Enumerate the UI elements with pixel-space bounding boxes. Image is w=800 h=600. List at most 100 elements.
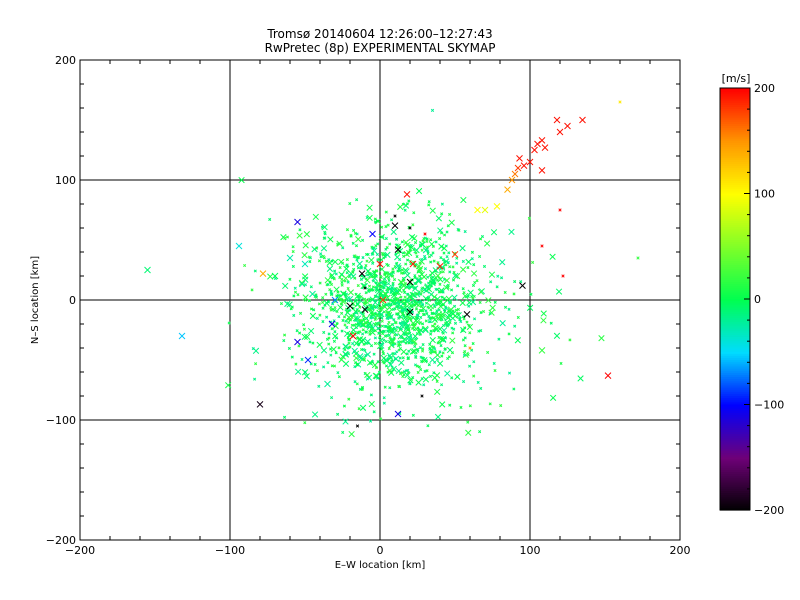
scatter-point-small (493, 300, 497, 304)
scatter-point-small (366, 341, 370, 345)
scatter-point-small (400, 268, 405, 272)
scatter-point-large (431, 316, 438, 323)
x-tick-label: 100 (520, 544, 541, 557)
scatter-point-small (420, 394, 424, 398)
scatter-point-small (457, 228, 461, 232)
scatter-point-small (337, 346, 341, 350)
scatter-point-small (462, 353, 467, 357)
scatter-point-large (434, 272, 442, 279)
scatter-point-small (471, 341, 475, 346)
scatter-point-large (358, 270, 366, 277)
scatter-point-large (347, 289, 354, 296)
scatter-point-small (293, 290, 298, 294)
scatter-point-small (456, 307, 460, 312)
scatter-point-small (403, 295, 407, 299)
scatter-point-small (527, 216, 531, 220)
scatter-point-small (513, 324, 517, 328)
scatter-point-small (382, 256, 386, 260)
scatter-point-small (414, 307, 419, 311)
scatter-point-large (516, 155, 523, 162)
scatter-point-small (433, 322, 437, 326)
scatter-point-small (331, 302, 335, 306)
scatter-point-small (377, 370, 382, 374)
scatter-point-small (328, 280, 332, 284)
scatter-point-small (311, 341, 315, 345)
scatter-point-large (526, 304, 534, 311)
scatter-point-small (423, 369, 427, 373)
scatter-point-small (420, 349, 425, 353)
scatter-point-small (363, 286, 367, 290)
scatter-point-large (499, 320, 506, 327)
scatter-point-small (397, 342, 401, 346)
scatter-point-small (411, 413, 415, 417)
scatter-point-small (289, 307, 293, 311)
scatter-point-small (381, 294, 385, 298)
scatter-point-small (425, 369, 429, 373)
scatter-point-small (254, 362, 258, 366)
scatter-point-large (436, 299, 443, 306)
scatter-point-small (434, 311, 438, 316)
scatter-point-small (414, 251, 418, 255)
scatter-point-small (438, 237, 442, 241)
scatter-point-large (436, 263, 444, 270)
scatter-point-large (368, 400, 375, 408)
scatter-point-large (553, 332, 561, 339)
scatter-point-large (353, 354, 360, 362)
scatter-point-small (296, 293, 300, 297)
scatter-point-large (470, 270, 478, 277)
scatter-point-small (298, 228, 302, 232)
scatter-point-small (392, 278, 397, 282)
scatter-point-large (178, 332, 186, 340)
scatter-point-small (454, 308, 458, 312)
scatter-point-small (472, 374, 476, 378)
scatter-point-small (391, 283, 395, 287)
scatter-point-small (451, 265, 455, 269)
scatter-point-large (499, 259, 506, 266)
scatter-point-small (327, 258, 331, 262)
scatter-point-large (410, 323, 418, 330)
scatter-point-small (380, 316, 384, 320)
scatter-point-small (456, 284, 460, 288)
scatter-point-small (346, 280, 350, 284)
axes: −200−200 −100 −100 0 0 100 100 200 200 (46, 54, 691, 557)
scatter-point-large (508, 228, 515, 236)
scatter-point-small (444, 306, 448, 311)
scatter-point-small (503, 305, 508, 309)
scatter-point-small (467, 304, 471, 308)
x-axis-label: E–W location [km] (335, 560, 426, 571)
scatter-point-small (381, 360, 385, 364)
scatter-point-large (434, 413, 442, 421)
scatter-point-small (357, 407, 361, 411)
scatter-point-large (378, 266, 386, 273)
scatter-point-small (309, 307, 314, 311)
scatter-point-small (403, 333, 408, 337)
scatter-point-large (404, 326, 411, 333)
scatter-point-small (368, 330, 372, 334)
scatter-point-small (383, 385, 387, 389)
scatter-point-small (330, 364, 334, 368)
scatter-point-large (439, 401, 446, 408)
scatter-point-large (407, 292, 414, 300)
scatter-point-small (323, 232, 327, 236)
scatter-point-small (335, 309, 339, 313)
scatter-point-large (415, 379, 422, 386)
scatter-point-small (347, 397, 351, 401)
scatter-point-small (415, 364, 419, 368)
scatter-point-small (360, 388, 364, 392)
scatter-point-small (468, 346, 472, 350)
scatter-point-small (398, 315, 402, 319)
scatter-point-small (334, 351, 338, 355)
scatter-point-small (410, 339, 415, 343)
scatter-point-small (479, 310, 483, 315)
scatter-point-small (618, 100, 622, 104)
scatter-point-small (466, 294, 470, 298)
scatter-point-small (345, 228, 350, 232)
scatter-point-small (426, 275, 430, 279)
scatter-point-small (354, 311, 358, 315)
scatter-point-small (358, 305, 362, 309)
scatter-point-small (382, 310, 386, 314)
colorbar: [m/s] 200 100 0 −100 −200 (719, 72, 784, 517)
scatter-point-small (516, 315, 520, 320)
scatter-point-small (478, 300, 482, 304)
scatter-point-small (467, 323, 471, 327)
